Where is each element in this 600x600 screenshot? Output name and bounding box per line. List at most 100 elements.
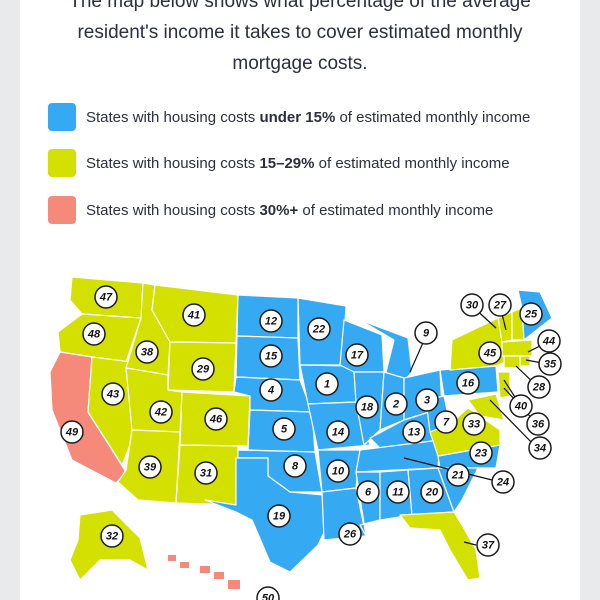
rank-badge-circle [420, 480, 444, 504]
rank-badge-text: 1 [324, 379, 330, 391]
rank-badge-circle [272, 417, 296, 441]
rank-badge-circle [415, 388, 439, 412]
rank-badge-text: 48 [87, 329, 101, 341]
rank-badge-text: 17 [351, 350, 364, 362]
rank-badge-text: 44 [542, 336, 555, 348]
rank-badge-45: 45 [478, 341, 502, 365]
rank-badge-text: 13 [408, 427, 420, 439]
legend-item-30-plus: States with housing costs 30%+ of estima… [48, 195, 493, 225]
intro-line-3: mortgage costs. [232, 53, 368, 74]
rank-badge-circle [527, 375, 551, 399]
rank-badge-text: 32 [106, 531, 118, 543]
intro-line-1: The map below shows what percentage of t… [69, 0, 531, 12]
rank-badge-4: 4 [259, 378, 283, 402]
legend-label: States with housing costs 30%+ of estima… [86, 201, 494, 219]
rank-badge-49: 49 [60, 420, 84, 444]
rank-badge-text: 15 [265, 351, 278, 363]
rank-badge-37: 37 [476, 533, 500, 557]
rank-badge-text: 45 [483, 348, 497, 360]
rank-badge-2: 2 [384, 392, 408, 416]
rank-badge-3: 3 [415, 388, 439, 412]
rank-badge-text: 5 [281, 424, 288, 436]
rank-badge-circle [326, 420, 350, 444]
state-nj [497, 371, 511, 399]
rank-badge-circle [94, 285, 118, 309]
rank-badge-circle [509, 394, 533, 418]
rank-badge-19: 19 [267, 504, 291, 528]
state-ma [501, 339, 533, 357]
rank-badge-text: 38 [141, 347, 154, 359]
rank-badge-21: 21 [446, 463, 470, 487]
rank-badge-35: 35 [538, 352, 562, 376]
rank-badge-text: 22 [312, 324, 325, 336]
rank-badge-circle [537, 329, 561, 353]
rank-badge-circle [345, 343, 369, 367]
rank-badge-circle [414, 321, 438, 345]
rank-badge-text: 16 [462, 378, 475, 390]
rank-badge-31: 31 [194, 461, 218, 485]
rank-labels: 12 34567891011121314151617181920212223242… [60, 285, 562, 600]
rank-badge-text: 39 [144, 462, 157, 474]
rank-badge-circle [307, 317, 331, 341]
rank-badge-circle [191, 357, 215, 381]
rank-badge-30: 30 [460, 293, 484, 317]
rank-badge-36: 36 [526, 412, 550, 436]
rank-badge-circle [538, 352, 562, 376]
rank-badge-text: 33 [468, 419, 480, 431]
rank-badge-11: 11 [386, 480, 410, 504]
rank-badge-38: 38 [135, 340, 159, 364]
rank-badge-text: 26 [343, 529, 357, 541]
rank-badge-circle [402, 420, 426, 444]
rank-badge-circle [259, 309, 283, 333]
rank-badge-text: 41 [187, 310, 200, 322]
rank-badge-circle [283, 454, 307, 478]
rank-badge-circle [519, 302, 543, 326]
rank-badge-text: 34 [534, 443, 546, 455]
rank-badge-text: 14 [332, 427, 344, 439]
rank-badge-text: 46 [209, 414, 223, 426]
rank-badge-text: 50 [262, 593, 275, 600]
rank-badge-29: 29 [191, 357, 215, 381]
rank-badge-circle [101, 382, 125, 406]
rank-badge-circle [446, 463, 470, 487]
rank-badge-25: 25 [519, 302, 543, 326]
legend-swatch-red [48, 196, 76, 224]
rank-badge-text: 36 [532, 419, 545, 431]
legend-item-15-29: States with housing costs 15–29% of esti… [48, 148, 510, 178]
rank-badge-22: 22 [307, 317, 331, 341]
rank-badge-text: 35 [544, 359, 557, 371]
rank-badge-text: 19 [273, 511, 286, 523]
rank-badge-17: 17 [345, 343, 369, 367]
rank-badge-48: 48 [82, 322, 106, 346]
rank-badge-text: 23 [474, 448, 487, 460]
rank-badge-circle [462, 412, 486, 436]
rank-badge-circle [386, 480, 410, 504]
rank-badge-text: 40 [514, 401, 528, 413]
rank-badge-27: 27 [488, 293, 512, 317]
rank-badge-46: 46 [204, 407, 228, 431]
rank-badge-circle [434, 410, 458, 434]
rank-badge-15: 15 [259, 344, 283, 368]
state-ct [503, 355, 521, 369]
rank-badge-50: 50 [256, 586, 280, 600]
rank-badge-text: 31 [200, 468, 212, 480]
rank-badge-44: 44 [537, 329, 561, 353]
rank-badge-33: 33 [462, 412, 486, 436]
rank-badge-circle [82, 322, 106, 346]
rank-badge-text: 8 [292, 461, 299, 473]
rank-badge-text: 49 [65, 427, 79, 439]
rank-badge-text: 3 [424, 395, 430, 407]
rank-badge-text: 43 [106, 389, 119, 401]
rank-badge-24: 24 [491, 470, 515, 494]
rank-badge-text: 42 [154, 407, 167, 419]
state-fl [399, 511, 481, 581]
rank-badge-8: 8 [283, 454, 307, 478]
rank-badge-28: 28 [527, 375, 551, 399]
rank-badge-circle [469, 441, 493, 465]
rank-badge-7: 7 [434, 410, 458, 434]
rank-badge-circle [478, 341, 502, 365]
rank-badge-text: 37 [482, 540, 495, 552]
rank-badge-text: 10 [332, 466, 345, 478]
rank-badge-text: 24 [496, 477, 509, 489]
